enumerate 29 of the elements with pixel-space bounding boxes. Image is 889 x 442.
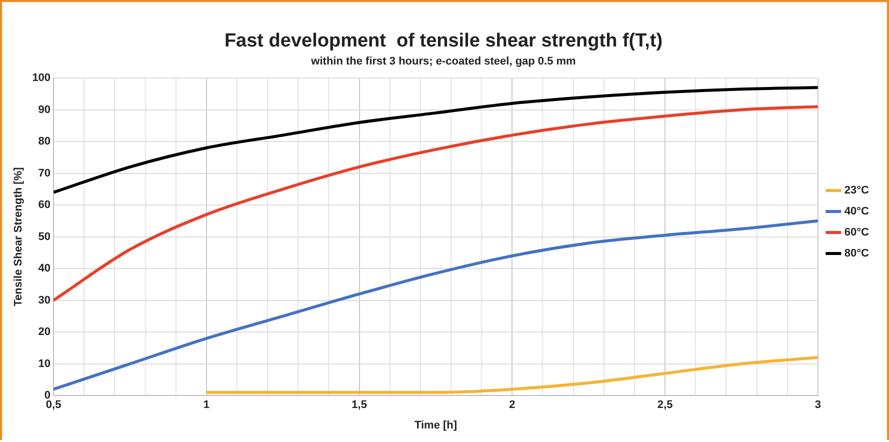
line-series: [54, 219, 818, 391]
y-tick-label: 50: [38, 230, 51, 243]
y-tick-label: 0: [44, 390, 51, 402]
x-tick-label: 2: [509, 399, 516, 412]
x-tick-label: 3: [814, 399, 821, 412]
y-tick-label: 30: [38, 294, 51, 306]
chart-subtitle: within the first 3 hours; e-coated steel, gap 0.5 mm: [310, 55, 576, 68]
x-tick-label: 0,5: [46, 399, 62, 412]
chart-title: Fast development of tensile shear strength f(T,t): [224, 30, 663, 52]
x-tick-label: 1: [203, 399, 210, 412]
x-tick-label: 1,5: [352, 399, 367, 412]
line-series: [54, 86, 818, 194]
legend-label: 60°C: [844, 226, 870, 239]
legend-label: 23°C: [844, 184, 870, 197]
line-series: [204, 356, 818, 394]
y-tick-label: 100: [32, 72, 51, 84]
y-tick-label: 40: [38, 262, 51, 275]
legend-label: 40°C: [844, 206, 870, 218]
legend-label: 80°C: [844, 248, 870, 260]
x-axis-title: Time [h]: [414, 419, 458, 432]
y-tick-label: 60: [38, 199, 51, 212]
x-tick-label: 2,5: [657, 399, 673, 412]
y-tick-label: 10: [38, 358, 51, 370]
y-tick-label: 70: [38, 167, 51, 180]
y-tick-label: 20: [38, 326, 51, 338]
y-axis-title: Tensile Shear Strength [%]: [12, 166, 25, 306]
y-tick-label: 80: [38, 136, 51, 148]
y-tick-label: 90: [38, 104, 51, 116]
line-series: [54, 105, 818, 302]
